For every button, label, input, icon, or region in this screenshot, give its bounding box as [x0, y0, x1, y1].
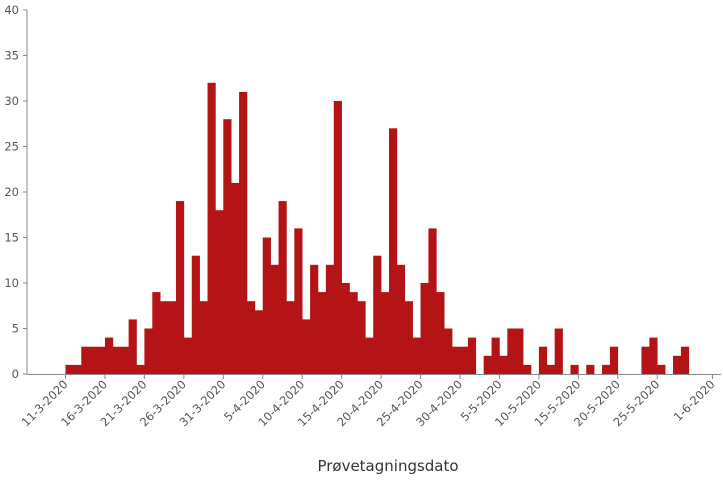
bar: [428, 228, 437, 374]
bar: [239, 91, 248, 375]
bar: [97, 346, 106, 374]
bar: [649, 337, 658, 374]
bar: [673, 355, 682, 374]
bar: [207, 82, 216, 375]
bar: [412, 337, 421, 374]
bar: [278, 201, 287, 374]
bar: [444, 328, 453, 374]
bar: [523, 364, 532, 374]
bar: [160, 301, 169, 374]
y-tick-label: 10: [4, 276, 19, 290]
bar: [136, 364, 145, 374]
bar: [467, 337, 477, 374]
y-tick-label: 0: [12, 367, 19, 381]
bar: [365, 337, 374, 374]
bar: [317, 292, 327, 374]
bar: [609, 346, 619, 374]
bar: [341, 283, 350, 374]
bar: [657, 364, 666, 374]
bar: [570, 364, 579, 374]
bar: [144, 328, 153, 374]
bar: [254, 310, 264, 374]
bar: [546, 364, 555, 374]
bar: [460, 346, 469, 374]
bar: [65, 364, 74, 374]
bar: [483, 355, 492, 374]
y-tick-label: 5: [12, 322, 19, 336]
y-tick-label: 25: [4, 140, 19, 154]
bar: [215, 210, 224, 374]
bar: [168, 301, 177, 374]
bar: [104, 337, 114, 374]
bar: [325, 264, 335, 374]
bar: [191, 255, 200, 374]
bar: [507, 328, 516, 374]
bar: [128, 319, 137, 374]
x-tick-label: 1-6-2020: [671, 377, 718, 424]
y-tick-label: 35: [4, 49, 19, 63]
bar: [357, 301, 366, 374]
y-tick-label: 20: [4, 185, 19, 199]
bar: [602, 364, 611, 374]
bar: [499, 355, 508, 374]
bar: [452, 346, 461, 374]
x-axis-title: Prøvetagningsdato: [317, 457, 458, 475]
bar: [515, 328, 524, 374]
bar: [223, 119, 232, 374]
bar: [538, 346, 548, 374]
bar: [270, 264, 279, 374]
bar: [404, 301, 413, 374]
bar: [420, 283, 429, 374]
bar: [262, 237, 271, 374]
y-tick-label: 15: [4, 231, 19, 245]
y-ticks: 0 5 10 15 20 25 30 35 40: [4, 3, 27, 381]
bar: [231, 182, 240, 374]
bar: [491, 337, 500, 374]
bar: [246, 301, 256, 374]
bar: [349, 292, 358, 374]
bars: [65, 82, 690, 375]
bar: [183, 337, 193, 374]
bar: [388, 128, 398, 374]
y-tick-label: 30: [4, 94, 19, 108]
bar: [294, 228, 303, 374]
bar: [310, 264, 319, 374]
bar: [152, 292, 161, 374]
y-tick-label: 40: [4, 3, 19, 17]
bar: [286, 301, 295, 374]
bar: [680, 346, 690, 374]
bar: [89, 346, 98, 374]
x-ticks: 11-3-202016-3-202021-3-202026-3-202031-3…: [19, 374, 718, 429]
bar: [381, 292, 390, 374]
bar: [302, 319, 311, 374]
bar: [396, 264, 406, 374]
bar: [586, 364, 595, 374]
bar: [199, 301, 208, 374]
bar: [120, 346, 129, 374]
bar: [333, 101, 342, 374]
bar: [175, 201, 185, 374]
bar: [81, 346, 90, 374]
bar: [73, 364, 82, 374]
bar: [436, 292, 445, 374]
bar: [373, 255, 382, 374]
bar: [641, 346, 650, 374]
bar: [554, 328, 563, 374]
bar: [112, 346, 122, 374]
